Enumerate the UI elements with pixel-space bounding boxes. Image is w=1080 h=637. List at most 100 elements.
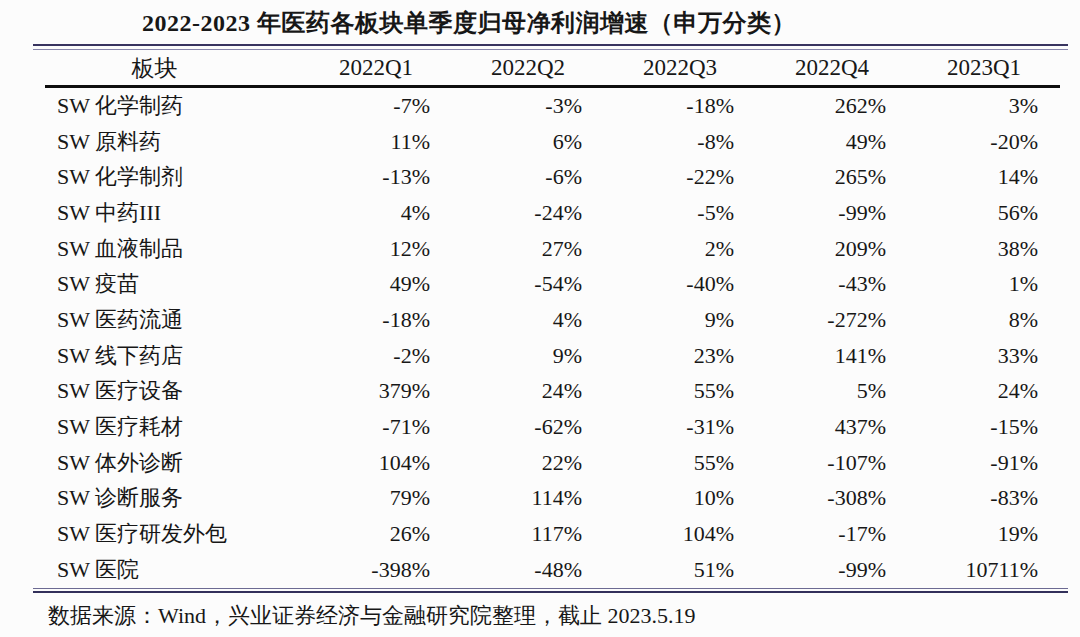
sector-cell: SW 体外诊断 [45, 445, 300, 481]
value-cell: -24% [452, 195, 604, 231]
value-cell: 38% [908, 231, 1060, 267]
bottom-double-rule [33, 588, 1068, 593]
table-body: SW 化学制药-7%-3%-18%262%3%SW 原料药11%6%-8%49%… [45, 87, 1060, 588]
table-row: SW 原料药11%6%-8%49%-20% [45, 124, 1060, 160]
value-cell: -15% [908, 409, 1060, 445]
sector-cell: SW 中药III [45, 195, 300, 231]
value-cell: 49% [300, 266, 452, 302]
value-cell: 23% [604, 338, 756, 374]
value-cell: 209% [756, 231, 908, 267]
value-cell: 51% [604, 552, 756, 588]
value-cell: 8% [908, 302, 1060, 338]
sector-cell: SW 医疗设备 [45, 374, 300, 410]
column-header-sector: 板块 [45, 51, 300, 87]
value-cell: 79% [300, 481, 452, 517]
value-cell: 3% [908, 87, 1060, 124]
report-table-page: 2022-2023 年医药各板块单季度归母净利润增速（申万分类） 板块2022Q… [0, 0, 1080, 637]
table-row: SW 疫苗49%-54%-40%-43%1% [45, 266, 1060, 302]
value-cell: 22% [452, 445, 604, 481]
value-cell: -7% [300, 87, 452, 124]
value-cell: -5% [604, 195, 756, 231]
value-cell: -8% [604, 124, 756, 160]
value-cell: -99% [756, 552, 908, 588]
table-row: SW 医疗耗材-71%-62%-31%437%-15% [45, 409, 1060, 445]
sector-cell: SW 线下药店 [45, 338, 300, 374]
sector-cell: SW 医疗耗材 [45, 409, 300, 445]
header-row: 板块2022Q12022Q22022Q32022Q42023Q1 [45, 51, 1060, 87]
value-cell: -99% [756, 195, 908, 231]
sector-cell: SW 化学制剂 [45, 159, 300, 195]
value-cell: 4% [452, 302, 604, 338]
sector-cell: SW 化学制药 [45, 87, 300, 124]
table-row: SW 医药流通-18%4%9%-272%8% [45, 302, 1060, 338]
sector-cell: SW 诊断服务 [45, 481, 300, 517]
sector-cell: SW 血液制品 [45, 231, 300, 267]
value-cell: -3% [452, 87, 604, 124]
value-cell: -43% [756, 266, 908, 302]
table-row: SW 医院-398%-48%51%-99%10711% [45, 552, 1060, 588]
value-cell: -308% [756, 481, 908, 517]
value-cell: -20% [908, 124, 1060, 160]
table-row: SW 线下药店-2%9%23%141%33% [45, 338, 1060, 374]
value-cell: -31% [604, 409, 756, 445]
value-cell: -54% [452, 266, 604, 302]
value-cell: -398% [300, 552, 452, 588]
value-cell: -272% [756, 302, 908, 338]
value-cell: 379% [300, 374, 452, 410]
value-cell: 55% [604, 374, 756, 410]
value-cell: 4% [300, 195, 452, 231]
value-cell: -6% [452, 159, 604, 195]
table-row: SW 诊断服务79%114%10%-308%-83% [45, 481, 1060, 517]
column-header-quarter: 2022Q2 [452, 51, 604, 87]
table-title: 2022-2023 年医药各板块单季度归母净利润增速（申万分类） [33, 7, 905, 39]
value-cell: 6% [452, 124, 604, 160]
column-header-quarter: 2022Q3 [604, 51, 756, 87]
value-cell: -13% [300, 159, 452, 195]
table-row: SW 医疗设备379%24%55%5%24% [45, 374, 1060, 410]
value-cell: 104% [300, 445, 452, 481]
value-cell: 141% [756, 338, 908, 374]
column-header-quarter: 2023Q1 [908, 51, 1060, 87]
value-cell: 265% [756, 159, 908, 195]
value-cell: 10711% [908, 552, 1060, 588]
value-cell: 33% [908, 338, 1060, 374]
value-cell: 117% [452, 516, 604, 552]
value-cell: 9% [604, 302, 756, 338]
value-cell: -17% [756, 516, 908, 552]
value-cell: 104% [604, 516, 756, 552]
table-row: SW 体外诊断104%22%55%-107%-91% [45, 445, 1060, 481]
table-row: SW 化学制药-7%-3%-18%262%3% [45, 87, 1060, 124]
sector-cell: SW 医疗研发外包 [45, 516, 300, 552]
value-cell: 1% [908, 266, 1060, 302]
table-row: SW 医疗研发外包26%117%104%-17%19% [45, 516, 1060, 552]
value-cell: -2% [300, 338, 452, 374]
source-note: 数据来源：Wind，兴业证券经济与金融研究院整理，截止 2023.5.19 [48, 601, 696, 631]
column-header-quarter: 2022Q4 [756, 51, 908, 87]
value-cell: 26% [300, 516, 452, 552]
sector-cell: SW 疫苗 [45, 266, 300, 302]
value-cell: -107% [756, 445, 908, 481]
table-row: SW 中药III4%-24%-5%-99%56% [45, 195, 1060, 231]
value-cell: 2% [604, 231, 756, 267]
value-cell: 5% [756, 374, 908, 410]
value-cell: -71% [300, 409, 452, 445]
value-cell: 19% [908, 516, 1060, 552]
value-cell: 24% [452, 374, 604, 410]
value-cell: -48% [452, 552, 604, 588]
value-cell: 262% [756, 87, 908, 124]
sector-cell: SW 原料药 [45, 124, 300, 160]
value-cell: 27% [452, 231, 604, 267]
column-header-quarter: 2022Q1 [300, 51, 452, 87]
value-cell: -18% [300, 302, 452, 338]
value-cell: 11% [300, 124, 452, 160]
value-cell: -18% [604, 87, 756, 124]
value-cell: 49% [756, 124, 908, 160]
value-cell: 437% [756, 409, 908, 445]
value-cell: 55% [604, 445, 756, 481]
value-cell: -22% [604, 159, 756, 195]
value-cell: 56% [908, 195, 1060, 231]
value-cell: -83% [908, 481, 1060, 517]
value-cell: 12% [300, 231, 452, 267]
data-table: 板块2022Q12022Q22022Q32022Q42023Q1 SW 化学制药… [45, 51, 1060, 588]
top-double-rule [33, 44, 1068, 50]
